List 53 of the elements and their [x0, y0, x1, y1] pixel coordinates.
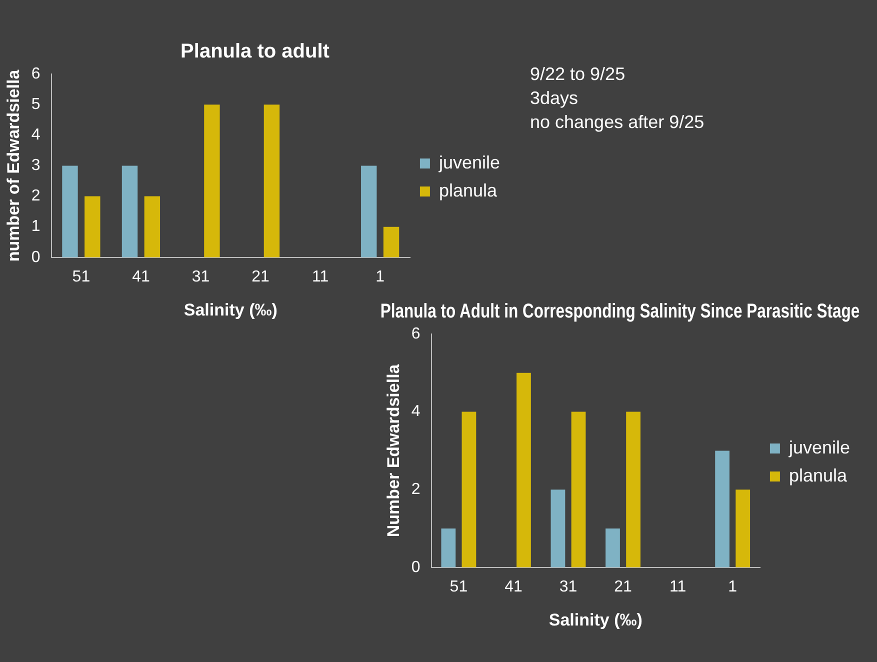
x-tick-label: 31 — [192, 268, 210, 286]
y-tick-label: 2 — [411, 481, 420, 498]
x-tick-label: 41 — [132, 268, 150, 286]
bar — [626, 412, 640, 568]
y-axis-title: Number Edwardsiella — [384, 364, 403, 538]
bar — [264, 104, 280, 258]
y-tick-label: 4 — [31, 126, 40, 144]
x-tick-label: 1 — [728, 578, 738, 596]
x-tick-label: 11 — [312, 268, 329, 286]
bar — [606, 528, 620, 568]
x-tick-label: 11 — [669, 578, 686, 596]
x-tick-label: 1 — [376, 268, 385, 286]
x-tick-label: 51 — [72, 268, 90, 286]
y-tick-label: 6 — [411, 325, 420, 342]
bar — [62, 166, 78, 258]
bar — [550, 490, 566, 568]
y-tick-label: 0 — [411, 558, 420, 576]
x-tick-label: 21 — [614, 578, 632, 596]
y-axis-title: number of Edwardsiella — [4, 69, 23, 262]
bar — [144, 196, 160, 258]
bar — [383, 226, 400, 258]
y-tick-label: 4 — [411, 403, 420, 420]
legend-label: planula — [438, 180, 498, 200]
y-tick-label: 6 — [31, 65, 40, 82]
y-tick-label: 5 — [31, 96, 40, 113]
bar — [204, 104, 220, 258]
bar — [736, 490, 750, 568]
chart-title: Planula to Adult in Corresponding Salinity Since Parasitic Stage — [380, 300, 860, 322]
bar — [361, 166, 377, 258]
y-tick-label: 2 — [31, 188, 40, 205]
bar — [441, 528, 456, 568]
x-axis-title: Salinity (‰) — [548, 610, 642, 630]
bar — [462, 412, 476, 568]
legend-label: planula — [788, 465, 848, 486]
y-tick-label: 1 — [31, 218, 40, 236]
y-tick-label: 0 — [31, 248, 40, 266]
chart-title: Planula to adult — [180, 40, 330, 63]
x-axis-title: Salinity (‰) — [184, 300, 278, 320]
legend-label: juvenile — [438, 152, 500, 172]
bar — [516, 372, 531, 568]
bar — [84, 196, 100, 258]
x-tick-label: 31 — [559, 578, 578, 596]
x-tick-label: 21 — [252, 268, 270, 286]
legend-label: juvenile — [788, 437, 850, 458]
bar — [122, 166, 138, 258]
text: 3days — [530, 87, 580, 110]
bar — [571, 412, 586, 568]
text: no changes after 9/25 — [530, 111, 704, 134]
text: 9/22 to 9/25 — [530, 63, 626, 86]
x-tick-label: 51 — [450, 578, 468, 596]
bar — [715, 450, 730, 568]
x-tick-label: 41 — [504, 578, 522, 596]
y-tick-label: 3 — [31, 157, 40, 174]
